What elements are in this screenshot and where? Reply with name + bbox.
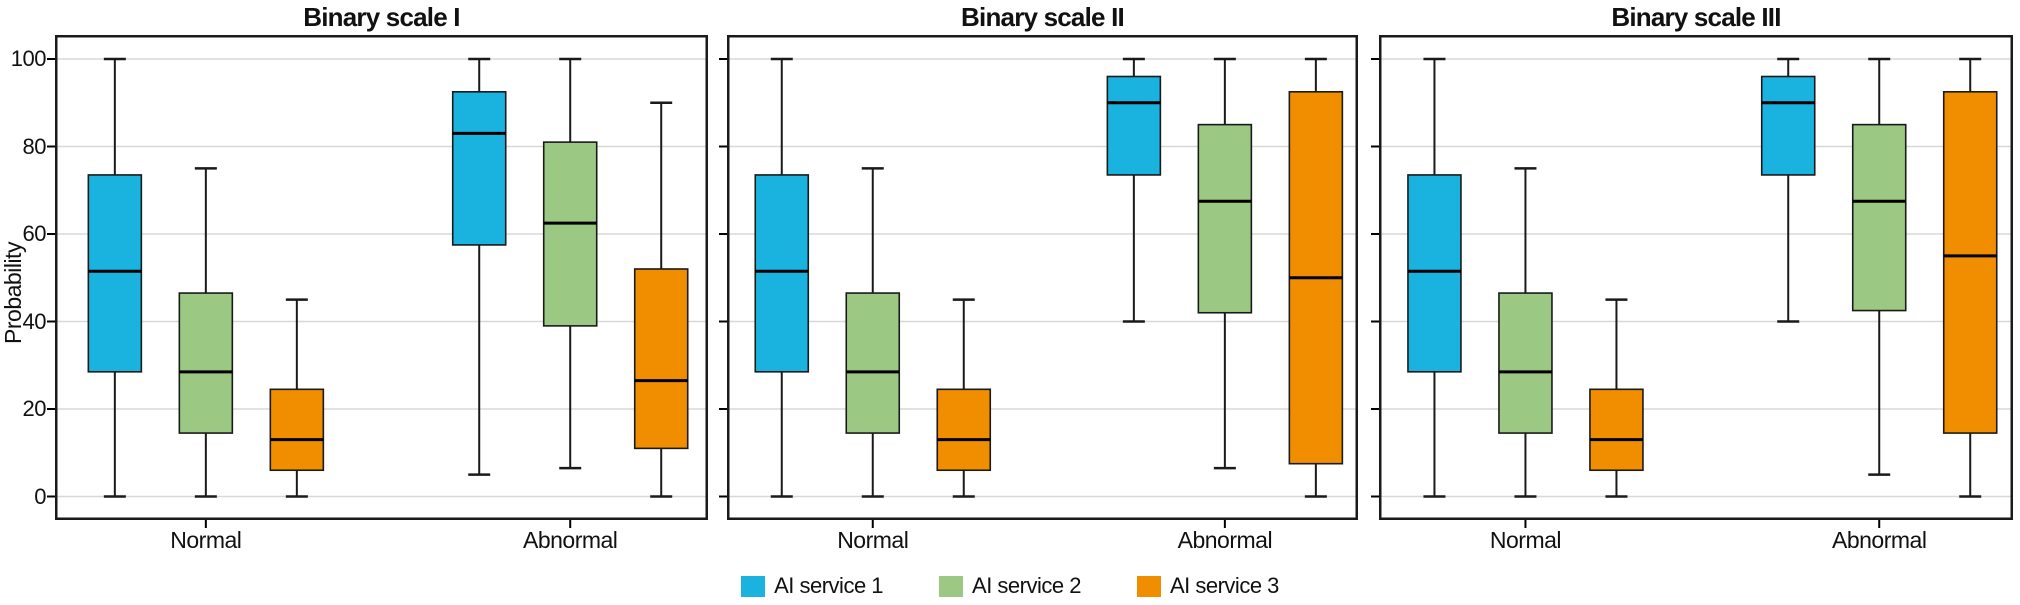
iqr-box bbox=[542, 141, 598, 327]
iqr-box bbox=[178, 292, 234, 434]
iqr-box bbox=[87, 174, 143, 373]
box-p1-abnormal-s1 bbox=[451, 57, 507, 476]
y-tick-label-100: 100 bbox=[10, 46, 47, 71]
iqr-box bbox=[1407, 174, 1462, 373]
iqr-box bbox=[845, 292, 901, 434]
box-p1-normal-s2 bbox=[178, 167, 234, 498]
x-tick-label-normal: Normal bbox=[170, 527, 242, 553]
box-p3-abnormal-s1 bbox=[1760, 57, 1816, 323]
x-tick-label-abnormal: Abnormal bbox=[1832, 527, 1927, 553]
legend-swatch-ai-service-2-icon bbox=[939, 575, 964, 597]
box-p2-normal-s2 bbox=[845, 167, 901, 498]
panel-3-plot-area bbox=[1371, 35, 2013, 528]
panel-title-3: Binary scale III bbox=[1611, 2, 1781, 32]
y-tick-label-60: 60 bbox=[22, 221, 47, 246]
y-tick-label-0: 0 bbox=[34, 483, 46, 509]
box-p3-abnormal-s3 bbox=[1942, 57, 1998, 498]
legend-label-ai-service-3: AI service 3 bbox=[1169, 573, 1279, 598]
iqr-box bbox=[1589, 388, 1644, 472]
box-p2-normal-s1 bbox=[754, 57, 810, 498]
legend-label-ai-service-1: AI service 1 bbox=[774, 573, 884, 598]
x-tick-label-normal: Normal bbox=[1489, 527, 1562, 553]
x-tick-label-abnormal: Abnormal bbox=[1177, 527, 1273, 553]
box-p2-normal-s3 bbox=[936, 298, 992, 498]
x-tick-label-abnormal: Abnormal bbox=[522, 527, 618, 553]
y-tick-label-20: 20 bbox=[22, 396, 47, 421]
iqr-box bbox=[1106, 75, 1162, 176]
legend-entry-ai-service-2: AI service 2 bbox=[939, 574, 1081, 598]
box-p1-abnormal-s3 bbox=[633, 101, 689, 498]
panel-title-1: Binary scale I bbox=[303, 2, 460, 32]
iqr-box bbox=[1760, 75, 1816, 176]
legend-label-ai-service-2: AI service 2 bbox=[972, 573, 1081, 598]
legend-swatch-ai-service-1-icon bbox=[741, 575, 766, 597]
box-p3-normal-s3 bbox=[1589, 298, 1644, 498]
y-tick-label-40: 40 bbox=[22, 308, 47, 334]
box-p2-abnormal-s3 bbox=[1288, 57, 1344, 498]
panel-border bbox=[727, 35, 1358, 520]
iqr-box bbox=[1197, 123, 1253, 314]
iqr-box bbox=[633, 268, 689, 450]
y-tick-label-80: 80 bbox=[22, 133, 47, 159]
x-tick-label-normal: Normal bbox=[837, 527, 909, 553]
panel-border bbox=[1379, 35, 2013, 520]
legend-entry-ai-service-3: AI service 3 bbox=[1136, 573, 1279, 598]
box-p2-abnormal-s1 bbox=[1106, 57, 1162, 323]
iqr-box bbox=[451, 91, 507, 246]
legend: AI service 1 AI service 2 AI service 3 bbox=[0, 571, 2020, 601]
box-p2-abnormal-s2 bbox=[1197, 57, 1253, 470]
panel-2-plot-area bbox=[719, 35, 1358, 528]
iqr-box bbox=[1851, 123, 1907, 312]
box-p1-normal-s3 bbox=[269, 298, 325, 498]
iqr-box bbox=[269, 388, 325, 472]
legend-entry-ai-service-1: AI service 1 bbox=[741, 573, 884, 598]
box-p3-normal-s2 bbox=[1498, 167, 1553, 498]
iqr-box bbox=[936, 388, 992, 472]
panel-1-plot-area bbox=[47, 35, 708, 528]
box-p1-abnormal-s2 bbox=[542, 57, 598, 470]
iqr-box bbox=[1498, 292, 1553, 434]
legend-swatch-ai-service-3-icon bbox=[1136, 575, 1161, 597]
iqr-box bbox=[1942, 91, 1998, 434]
box-p3-abnormal-s2 bbox=[1851, 57, 1907, 476]
y-axis-title: Probability bbox=[0, 242, 26, 344]
box-p1-normal-s1 bbox=[87, 57, 143, 498]
panel-border bbox=[55, 35, 708, 520]
iqr-box bbox=[754, 174, 810, 373]
box-p3-normal-s1 bbox=[1407, 57, 1462, 498]
panel-title-2: Binary scale II bbox=[961, 2, 1125, 32]
